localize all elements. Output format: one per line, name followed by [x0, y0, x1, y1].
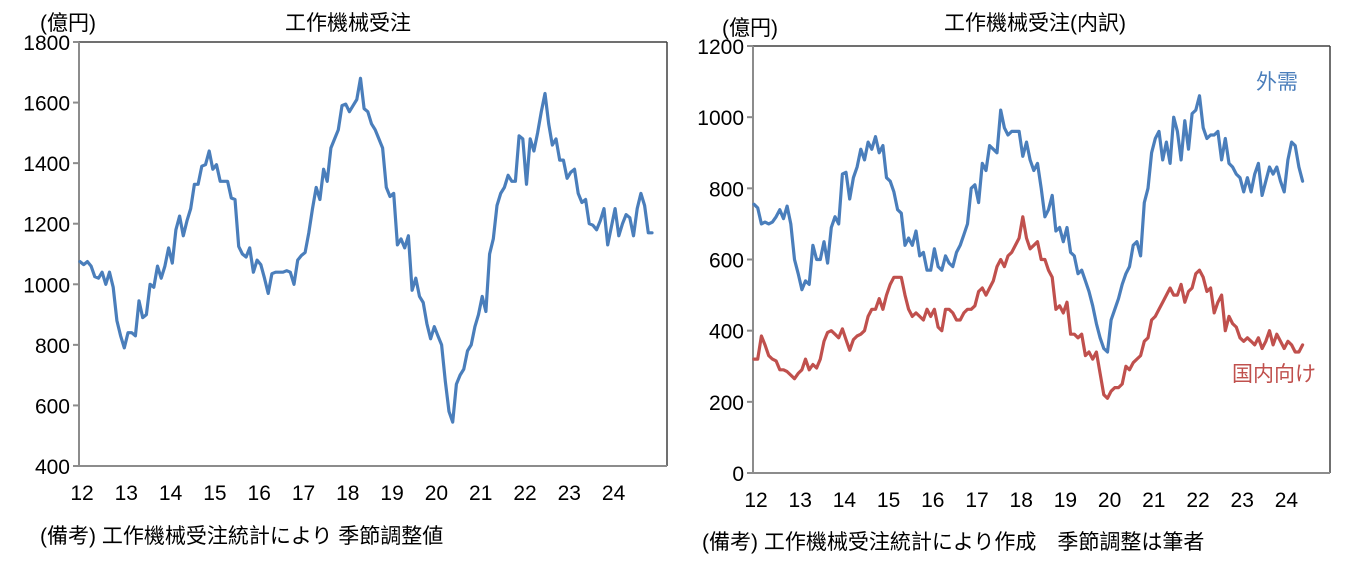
left-x-tick-label: 16 [248, 482, 271, 505]
right-x-tick-label: 22 [1186, 489, 1209, 512]
left-y-tick-label: 1800 [23, 32, 70, 55]
left-x-tick-label: 18 [336, 482, 359, 505]
left-y-tick-label: 1600 [23, 93, 70, 116]
right-x-tick-label: 14 [833, 489, 857, 512]
right-chart-panel: (億円) 工作機械受注(内訳) 0 200 400 600 800 1000 1200 12 1… [674, 0, 1348, 562]
left-x-tick-label: 14 [159, 482, 183, 505]
right-chart-title: 工作機械受注(内訳) [944, 12, 1126, 35]
right-y-tick-label: 0 [732, 463, 744, 486]
right-series-line-1 [752, 215, 1305, 400]
left-chart-note: (備考) 工作機械受注統計により 季節調整値 [40, 525, 444, 548]
left-unit-label: (億円) [40, 12, 96, 35]
left-x-tick-label: 20 [425, 482, 448, 505]
left-chart-title: 工作機械受注 [285, 12, 411, 35]
right-x-tick-label: 23 [1231, 489, 1254, 512]
left-x-tick-label: 15 [203, 482, 226, 505]
left-x-tick-label: 24 [602, 482, 626, 505]
right-series-line-0 [752, 94, 1305, 354]
left-x-tick-label: 17 [292, 482, 315, 505]
left-chart-panel: (億円) 工作機械受注 400 600 800 1000 1200 1400 1600 180… [23, 12, 668, 548]
right-y-tick-label: 1200 [697, 36, 744, 59]
right-line-chart: 0 200 400 600 800 1000 1200 12 13 14 15 16 17 18 19 20 2… [697, 36, 1331, 512]
right-x-tick-label: 15 [877, 489, 900, 512]
left-x-tick-label: 22 [513, 482, 536, 505]
left-x-tick-label: 21 [469, 482, 492, 505]
right-x-tick-label: 21 [1142, 489, 1165, 512]
right-chart-note: (備考) 工作機械受注統計により作成 季節調整は筆者 [702, 531, 1205, 554]
left-x-tick-label: 13 [115, 482, 138, 505]
right-y-tick-label: 400 [709, 321, 744, 344]
domestic-demand-label: 国内向け [1232, 363, 1316, 386]
right-unit-label: (億円) [722, 17, 778, 40]
left-x-tick-label: 19 [380, 482, 403, 505]
right-x-tick-label: 18 [1010, 489, 1033, 512]
left-y-tick-label: 1000 [23, 274, 70, 297]
left-x-tick-label: 12 [70, 482, 93, 505]
right-x-tick-label: 24 [1275, 489, 1299, 512]
left-y-tick-label: 800 [35, 335, 70, 358]
right-y-tick-label: 800 [709, 178, 744, 201]
right-y-tick-label: 600 [709, 250, 744, 273]
right-x-tick-label: 17 [965, 489, 988, 512]
foreign-demand-label: 外需 [1256, 71, 1298, 94]
right-x-tick-label: 16 [921, 489, 944, 512]
left-y-tick-label: 400 [35, 456, 70, 479]
left-y-tick-label: 600 [35, 395, 70, 418]
right-y-tick-label: 200 [709, 392, 744, 415]
left-y-tick-label: 1200 [23, 214, 70, 237]
right-x-tick-label: 20 [1098, 489, 1121, 512]
left-line-chart: 400 600 800 1000 1200 1400 1600 1800 12 13 14 15 16 1… [23, 32, 668, 505]
left-y-tick-label: 1400 [23, 153, 70, 176]
left-series-line-0 [78, 76, 654, 424]
left-x-tick-label: 23 [558, 482, 581, 505]
right-x-tick-label: 12 [744, 489, 767, 512]
right-y-tick-label: 1000 [697, 107, 744, 130]
right-x-tick-label: 13 [789, 489, 812, 512]
right-x-tick-label: 19 [1054, 489, 1077, 512]
